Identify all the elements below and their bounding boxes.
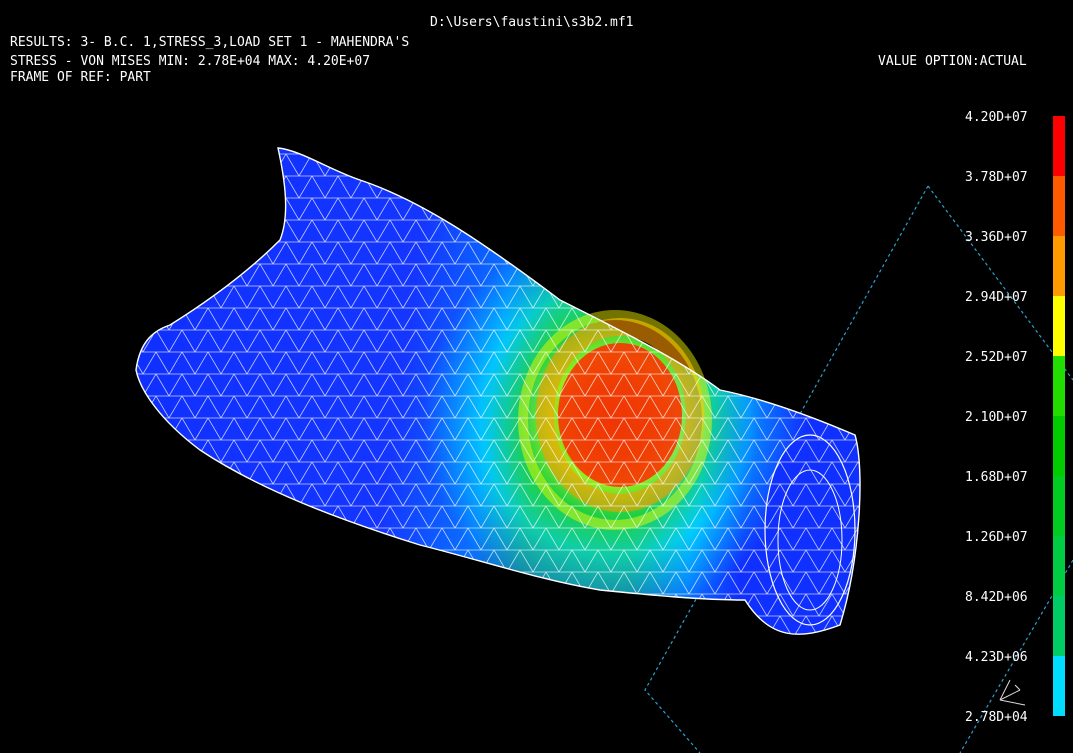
legend-swatch bbox=[1053, 416, 1065, 476]
legend-label: 3.78D+07 bbox=[965, 170, 1028, 185]
dashed-plane-outline bbox=[927, 185, 1073, 381]
legend-label: 2.94D+07 bbox=[965, 290, 1028, 305]
legend-swatch bbox=[1053, 296, 1065, 356]
legend-swatch bbox=[1053, 356, 1065, 416]
legend-label: 3.36D+07 bbox=[965, 230, 1028, 245]
legend-swatch bbox=[1053, 176, 1065, 236]
legend-label: 4.20D+07 bbox=[965, 110, 1028, 125]
legend-swatch bbox=[1053, 656, 1065, 716]
legend-label: 2.10D+07 bbox=[965, 410, 1028, 425]
legend-label: 1.26D+07 bbox=[965, 530, 1028, 545]
frame-of-ref-line: FRAME OF REF: PART bbox=[10, 70, 151, 85]
legend-swatch bbox=[1053, 596, 1065, 656]
legend-label: 1.68D+07 bbox=[965, 470, 1028, 485]
legend-swatch bbox=[1053, 236, 1065, 296]
legend-label: 2.52D+07 bbox=[965, 350, 1028, 365]
legend-swatch bbox=[1053, 536, 1065, 596]
legend-swatch bbox=[1053, 476, 1065, 536]
legend-label: 2.78D+04 bbox=[965, 710, 1028, 725]
dashed-plane-outline-2 bbox=[644, 185, 929, 753]
results-line: RESULTS: 3- B.C. 1,STRESS_3,LOAD SET 1 -… bbox=[10, 35, 410, 50]
stress-model bbox=[135, 147, 861, 635]
stress-line: STRESS - VON MISES MIN: 2.78E+04 MAX: 4.… bbox=[10, 54, 371, 69]
file-path-title: D:\Users\faustini\s3b2.mf1 bbox=[430, 15, 634, 30]
axis-triad-icon bbox=[999, 679, 1026, 706]
legend-label: 4.23D+06 bbox=[965, 650, 1028, 665]
legend-label: 8.42D+06 bbox=[965, 590, 1028, 605]
value-option-label: VALUE OPTION:ACTUAL bbox=[878, 54, 1027, 69]
mesh-overlay bbox=[136, 148, 860, 635]
legend-swatch bbox=[1053, 116, 1065, 176]
